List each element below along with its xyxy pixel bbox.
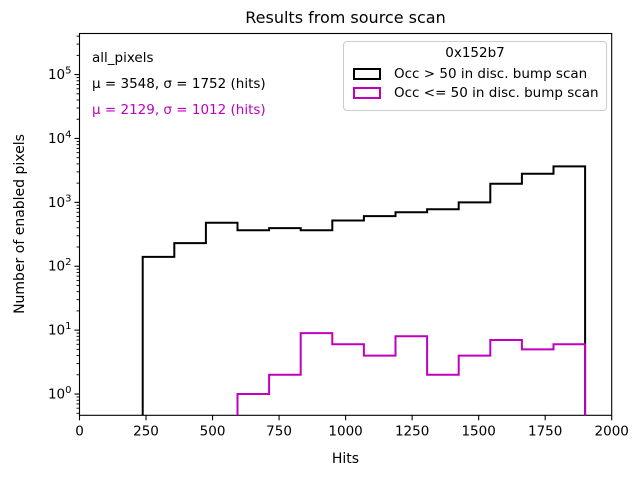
x-tick-label: 250 <box>133 423 159 439</box>
x-tick-label: 2000 <box>595 423 629 439</box>
y-tick-label: 103 <box>48 193 72 211</box>
x-tick-label: 500 <box>200 423 226 439</box>
legend-label-occ-le-50: Occ <= 50 in disc. bump scan <box>394 84 599 101</box>
legend-item-occ-le-50: Occ <= 50 in disc. bump scan <box>352 83 599 102</box>
legend-swatch-occ-gt-50 <box>353 67 381 80</box>
x-tick-label: 1500 <box>461 423 495 439</box>
x-tick-label: 0 <box>75 423 84 439</box>
y-tick-label: 105 <box>48 66 72 84</box>
x-tick-label: 750 <box>266 423 292 439</box>
legend-item-occ-gt-50: Occ > 50 in disc. bump scan <box>352 64 598 83</box>
annotation-mu-sigma-occ-le-50: μ = 2129, σ = 1012 (hits) <box>92 102 266 118</box>
series-path-1 <box>236 332 587 416</box>
y-tick-label: 101 <box>48 321 72 339</box>
legend-label-occ-gt-50: Occ > 50 in disc. bump scan <box>394 65 588 82</box>
series-path-0 <box>141 165 587 416</box>
y-tick-label: 102 <box>48 257 72 275</box>
legend: 0x152b7 Occ > 50 in disc. bump scan Occ … <box>343 41 607 111</box>
y-tick-label: 104 <box>48 129 72 147</box>
x-tick-label: 1750 <box>528 423 562 439</box>
y-axis-label: Number of enabled pixels <box>12 134 28 314</box>
legend-title: 0x152b7 <box>445 45 505 61</box>
chart-title: Results from source scan <box>245 8 446 27</box>
x-tick-label: 1000 <box>328 423 362 439</box>
x-tick-label: 1250 <box>395 423 429 439</box>
x-axis-label: Hits <box>331 451 360 467</box>
annotation-mu-sigma-occ-gt-50: μ = 3548, σ = 1752 (hits) <box>92 76 266 92</box>
annotation-dataset-name: all_pixels <box>92 50 154 66</box>
legend-swatch-occ-le-50 <box>353 86 381 99</box>
y-tick-label: 100 <box>48 385 72 403</box>
